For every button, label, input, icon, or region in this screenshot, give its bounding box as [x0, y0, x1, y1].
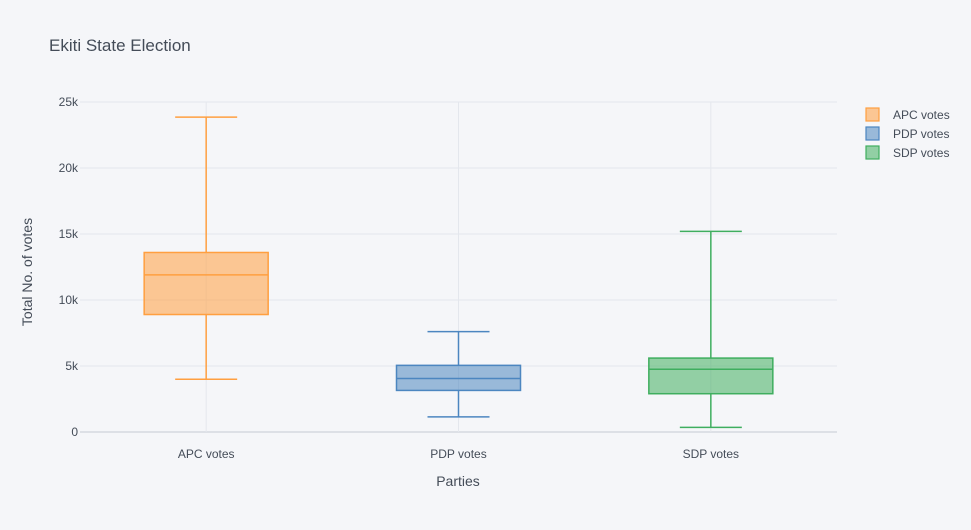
boxes-layer — [143, 116, 774, 429]
legend-label: PDP votes — [893, 127, 949, 141]
legend: APC votes PDP votes SDP votes — [865, 107, 950, 160]
y-tick-label: 20k — [59, 161, 79, 175]
legend-item-pdp-votes[interactable]: PDP votes — [865, 126, 949, 141]
box-apc-votes[interactable] — [143, 116, 269, 380]
x-tick-label: SDP votes — [683, 447, 739, 461]
legend-swatch — [865, 126, 880, 141]
y-tick-label: 25k — [59, 95, 79, 109]
legend-label: SDP votes — [893, 146, 949, 160]
x-tick-labels: APC votes PDP votes SDP votes — [178, 447, 739, 461]
legend-swatch — [865, 107, 880, 122]
legend-item-sdp-votes[interactable]: SDP votes — [865, 145, 949, 160]
y-axis-title: Total No. of votes — [19, 218, 35, 326]
x-tick-label: APC votes — [178, 447, 235, 461]
legend-swatch — [865, 145, 880, 160]
legend-label: APC votes — [893, 108, 950, 122]
y-tick-label: 0 — [71, 425, 78, 439]
x-tick-label: PDP votes — [430, 447, 486, 461]
y-tick-label: 15k — [59, 227, 79, 241]
box-pdp-votes[interactable] — [395, 330, 522, 418]
legend-item-apc-votes[interactable]: APC votes — [865, 107, 950, 122]
y-tick-label: 10k — [59, 293, 79, 307]
y-tick-labels: 0 5k 10k 15k 20k 25k — [59, 95, 79, 439]
y-tick-label: 5k — [65, 359, 79, 373]
iqr-box — [648, 357, 774, 395]
box-sdp-votes[interactable] — [648, 230, 774, 429]
chart-title: Ekiti State Election — [49, 36, 191, 55]
iqr-box — [143, 251, 269, 316]
x-axis-title: Parties — [436, 473, 480, 489]
